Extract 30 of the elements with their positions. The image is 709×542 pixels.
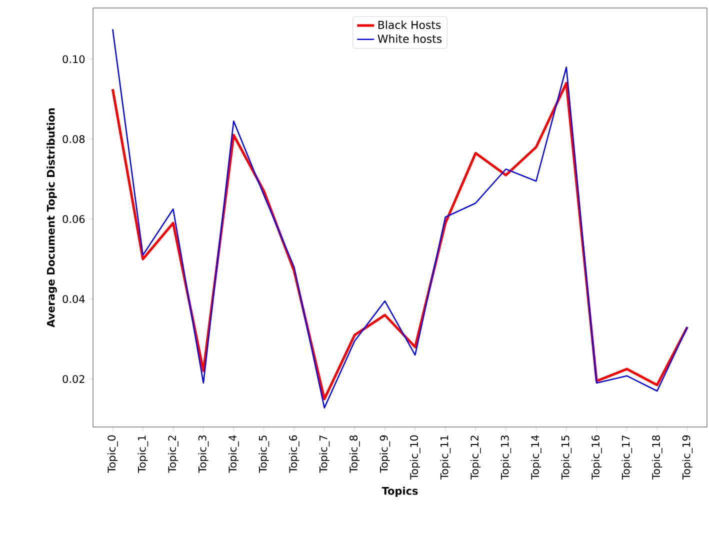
x-tick-label: Topic_17 xyxy=(622,436,632,480)
x-tick-label: Topic_8 xyxy=(349,435,360,473)
x-tick-label: Topic_2 xyxy=(168,436,178,473)
x-tick-label: Topic_18 xyxy=(652,435,662,480)
x-tick-label: Topic_16 xyxy=(591,435,602,480)
x-tick-label: Topic_5 xyxy=(258,436,270,473)
legend-label: Black Hosts xyxy=(378,20,441,30)
y-tick-label: 0.02 xyxy=(62,375,84,383)
line-series xyxy=(112,28,688,408)
legend-label: White hosts xyxy=(378,34,442,43)
y-tick-label: 0.08 xyxy=(62,135,85,144)
x-tick-label: Topic_6 xyxy=(288,435,300,473)
y-tick-label: 0.10 xyxy=(62,55,85,64)
y-axis-title: Average Document Topic Distribution xyxy=(46,108,57,328)
x-tick-label: Topic_15 xyxy=(561,436,572,480)
x-tick-label: Topic_1 xyxy=(138,436,148,473)
x-tick-label: Topic_9 xyxy=(380,435,390,473)
x-tick-label: Topic_13 xyxy=(500,436,512,480)
x-tick-label: Topic_10 xyxy=(410,435,420,480)
x-tick-label: Topic_4 xyxy=(228,435,239,473)
x-tick-label: Topic_0 xyxy=(107,435,118,473)
x-tick-label: Topic_7 xyxy=(319,436,330,473)
x-axis-title: Topics xyxy=(382,486,418,497)
y-tick-label: 0.06 xyxy=(62,215,85,224)
x-tick-label: Topic_12 xyxy=(470,436,481,480)
x-tick-label: Topic_14 xyxy=(530,435,542,480)
x-tick-label: Topic_11 xyxy=(440,436,451,480)
x-tick-label: Topic_19 xyxy=(682,435,693,480)
x-tick-label: Topic_3 xyxy=(198,436,209,473)
y-tick-label: 0.04 xyxy=(62,295,85,304)
